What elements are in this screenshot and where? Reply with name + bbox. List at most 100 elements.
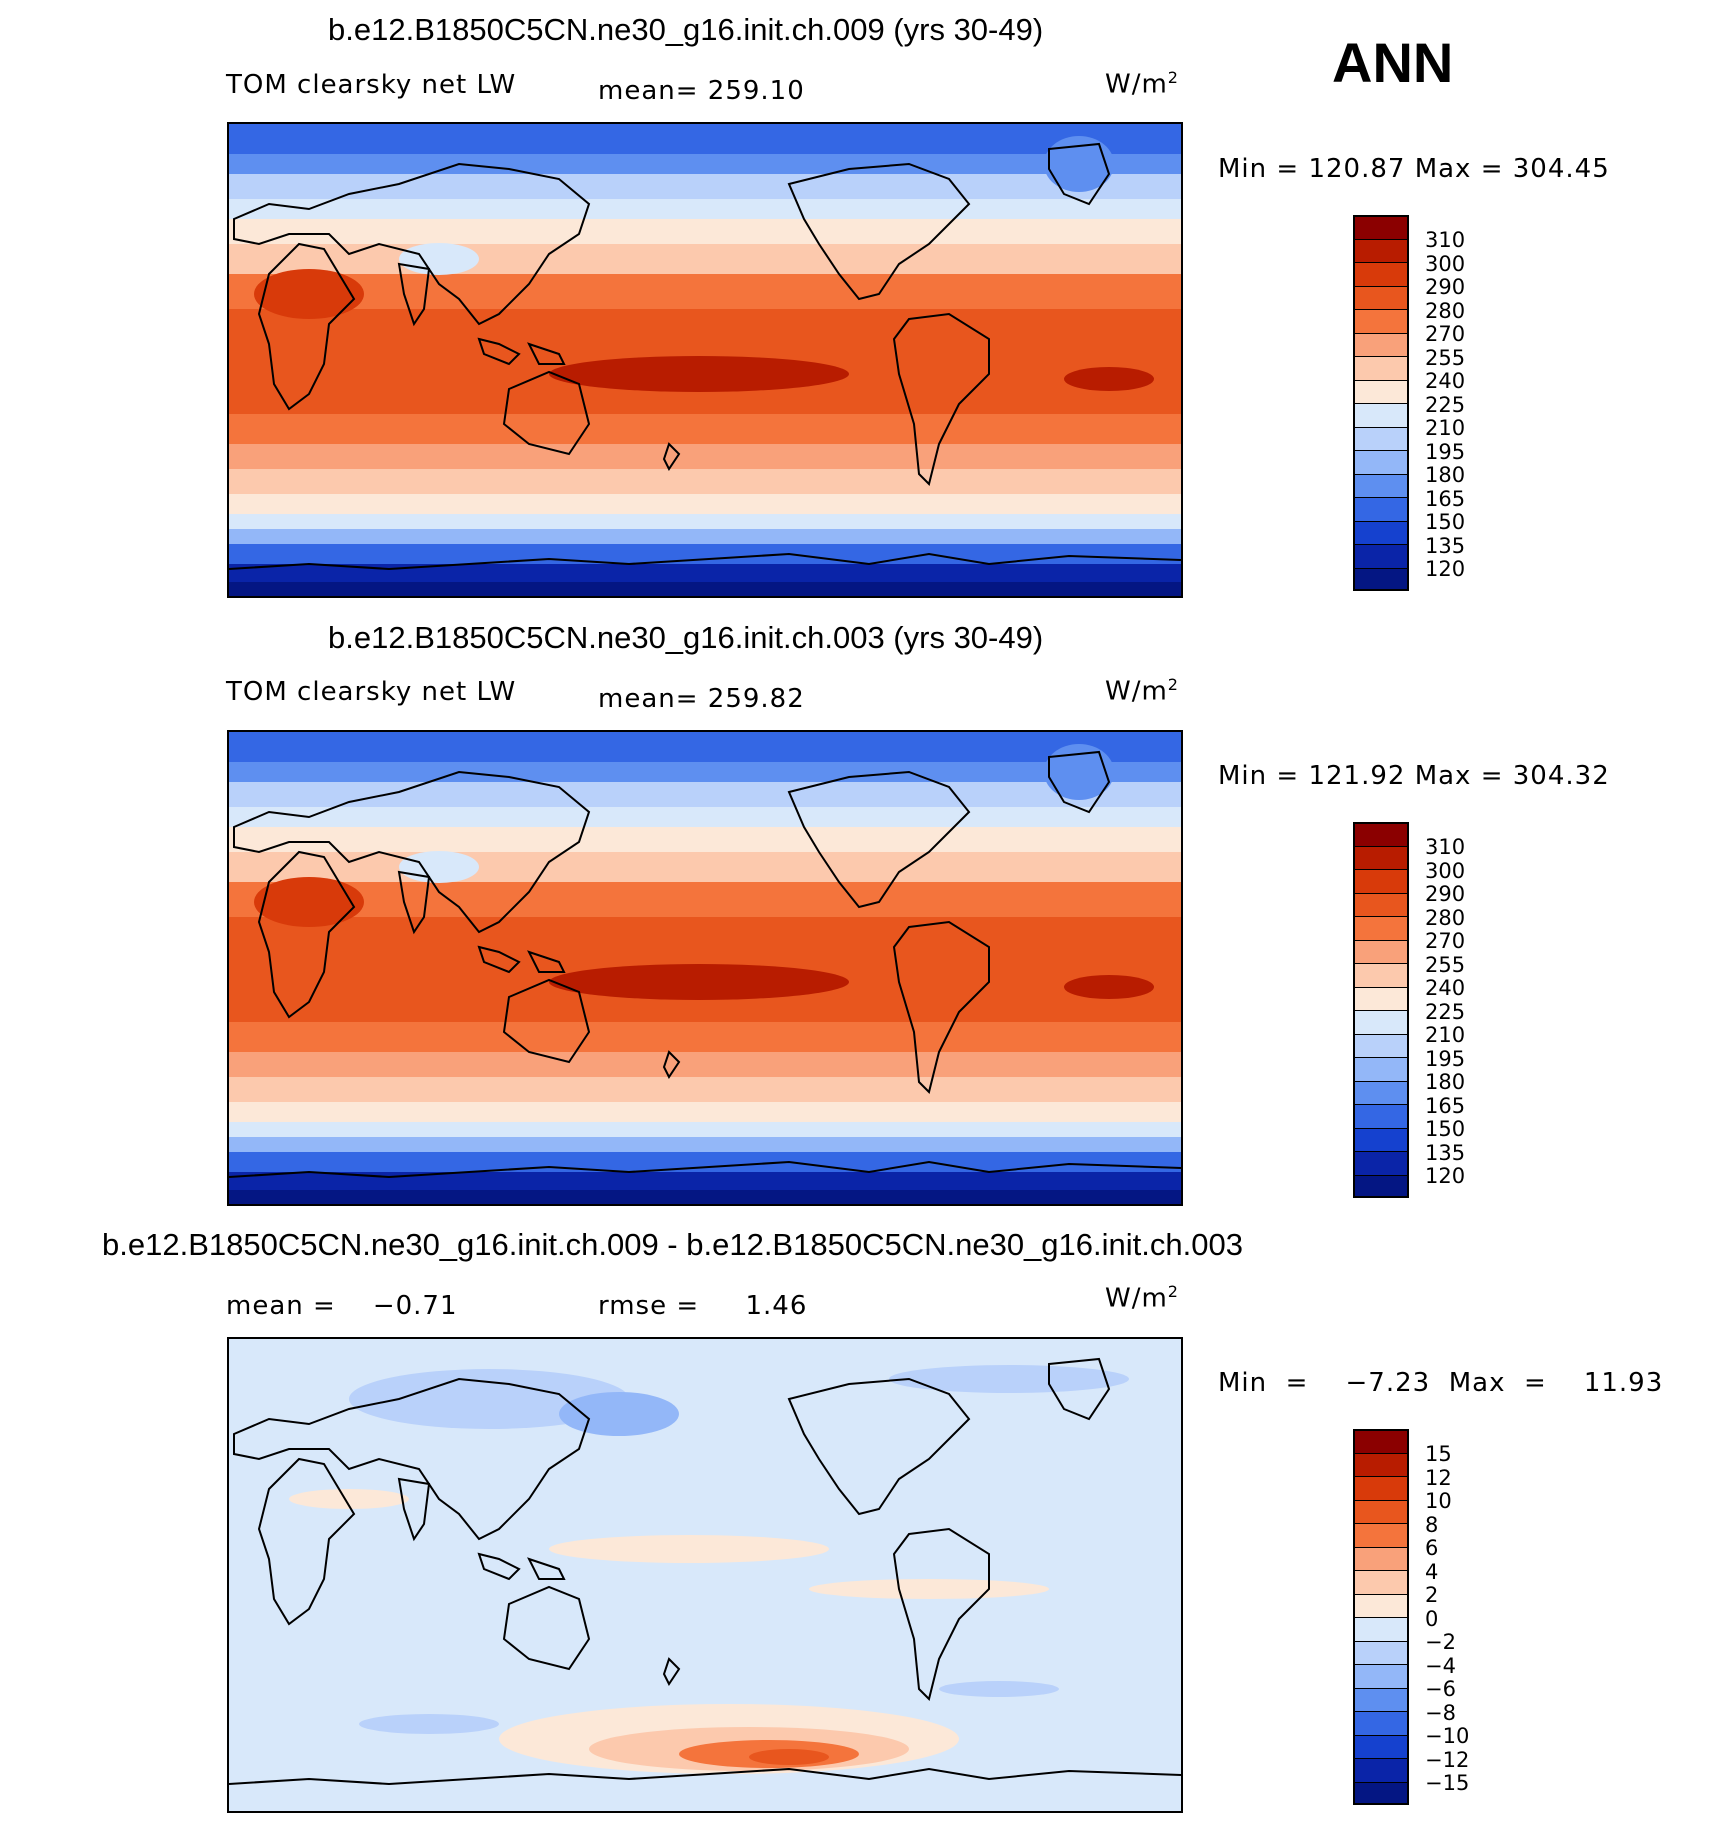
colorbar-segment: [1353, 892, 1409, 916]
colorbar-segment: [1353, 822, 1409, 846]
field-band: [229, 882, 1181, 917]
map-canvas: [229, 732, 1181, 1204]
colorbar-tick-label: −12: [1425, 1747, 1470, 1772]
panel1-title: b.e12.B1850C5CN.ne30_g16.init.ch.009 (yr…: [328, 12, 1044, 47]
colorbar-segment: [1353, 1174, 1409, 1198]
colorbar-tick-label: 255: [1425, 952, 1466, 977]
field-band: [229, 1077, 1181, 1102]
field-anomaly: [549, 1535, 829, 1563]
map-canvas: [229, 1339, 1181, 1811]
colorbar-segment: [1353, 1546, 1409, 1570]
colorbar-segment: [1353, 1758, 1409, 1782]
units-superscript: 2: [1167, 68, 1179, 87]
colorbar-segment: [1353, 1452, 1409, 1476]
coastline: [397, 1477, 431, 1542]
coastline: [257, 242, 356, 411]
field-band: [229, 827, 1181, 852]
field-band: [229, 1172, 1181, 1190]
colorbar-segment: [1353, 544, 1409, 568]
field-min-region: [399, 851, 479, 883]
coastline: [477, 945, 521, 974]
units-superscript: 2: [1167, 675, 1179, 694]
colorbar-tick-label: 300: [1425, 858, 1466, 883]
field-band: [229, 564, 1181, 582]
colorbar-segment: [1353, 450, 1409, 474]
colorbar-tick-label: 240: [1425, 369, 1466, 393]
field-band: [229, 444, 1181, 469]
colorbar-tick-label: −8: [1425, 1700, 1456, 1725]
colorbar-tick-label: 165: [1425, 486, 1466, 511]
panel3-colorbar: [1353, 1429, 1409, 1805]
colorbar-segment: [1353, 520, 1409, 544]
field-band: [229, 852, 1181, 882]
colorbar-tick-label: 270: [1425, 929, 1466, 953]
panel1-units: W/m2: [1105, 68, 1179, 100]
colorbar-tick-label: −2: [1425, 1630, 1456, 1654]
colorbar-tick-label: 290: [1425, 275, 1466, 299]
field-band: [229, 762, 1181, 782]
panel3-units: W/m2: [1105, 1282, 1179, 1314]
field-band: [229, 199, 1181, 219]
coastline: [502, 978, 591, 1064]
panel3-rmse: rmse = 1.46: [598, 1291, 808, 1321]
field-band: [229, 782, 1181, 807]
colorbar-segment: [1353, 473, 1409, 497]
colorbar-segment: [1353, 1499, 1409, 1523]
coastline: [257, 1457, 356, 1626]
colorbar-tick-label: 310: [1425, 228, 1466, 252]
colorbar-tick-label: 2: [1425, 1583, 1439, 1607]
colorbar-tick-label: 280: [1425, 298, 1466, 323]
field-band: [229, 414, 1181, 444]
season-label: ANN: [1332, 31, 1454, 94]
colorbar-segment: [1353, 1057, 1409, 1081]
colorbar-segment: [1353, 1080, 1409, 1104]
coastline: [229, 552, 1181, 571]
colorbar-tick-label: −15: [1425, 1771, 1470, 1795]
colorbar-tick-label: 210: [1425, 1023, 1466, 1047]
colorbar-segment: [1353, 1734, 1409, 1758]
panel1-variable: TOM clearsky net LW: [226, 70, 517, 100]
field-band: [229, 244, 1181, 274]
field-band: [229, 514, 1181, 529]
colorbar-tick-label: 255: [1425, 345, 1466, 370]
colorbar-tick-label: −10: [1425, 1724, 1470, 1748]
colorbar-segment: [1353, 1033, 1409, 1057]
colorbar-segment: [1353, 238, 1409, 262]
field-max-region: [549, 964, 849, 1000]
field-max-region: [1064, 367, 1154, 391]
colorbar-tick-label: 300: [1425, 251, 1466, 276]
field-max-region: [549, 356, 849, 392]
coastline: [892, 1527, 990, 1701]
colorbar-segment: [1353, 309, 1409, 333]
colorbar-tick-label: 6: [1425, 1536, 1439, 1560]
colorbar-segment: [1353, 403, 1409, 427]
colorbar-tick-label: 135: [1425, 1140, 1466, 1165]
panel1-mean: mean= 259.10: [598, 76, 805, 106]
map-canvas: [229, 124, 1181, 596]
units-text: W/m: [1105, 676, 1168, 707]
colorbar-tick-label: 180: [1425, 463, 1466, 487]
field-anomaly: [749, 1749, 829, 1765]
colorbar-segment: [1353, 939, 1409, 963]
coastline: [527, 1557, 566, 1580]
colorbar-tick-label: −4: [1425, 1653, 1456, 1678]
colorbar-tick-label: 165: [1425, 1093, 1466, 1118]
coastline: [502, 370, 591, 456]
coastline: [397, 262, 431, 327]
coastline: [527, 342, 566, 365]
panel2-colorbar: [1353, 822, 1409, 1198]
field-band: [229, 732, 1181, 762]
colorbar-segment: [1353, 1476, 1409, 1500]
field-band: [229, 219, 1181, 244]
colorbar-segment: [1353, 1151, 1409, 1175]
panel2-map: [227, 730, 1183, 1206]
colorbar-tick-label: −6: [1425, 1677, 1456, 1701]
panel1-map: [227, 122, 1183, 598]
panel2-units: W/m2: [1105, 675, 1179, 707]
coastline: [662, 442, 681, 471]
colorbar-segment: [1353, 567, 1409, 591]
colorbar-segment: [1353, 1429, 1409, 1453]
panel3-minmax: Min = −7.23 Max = 11.93: [1218, 1368, 1664, 1398]
coastline: [662, 1657, 681, 1686]
colorbar-tick-label: 150: [1425, 1117, 1466, 1141]
